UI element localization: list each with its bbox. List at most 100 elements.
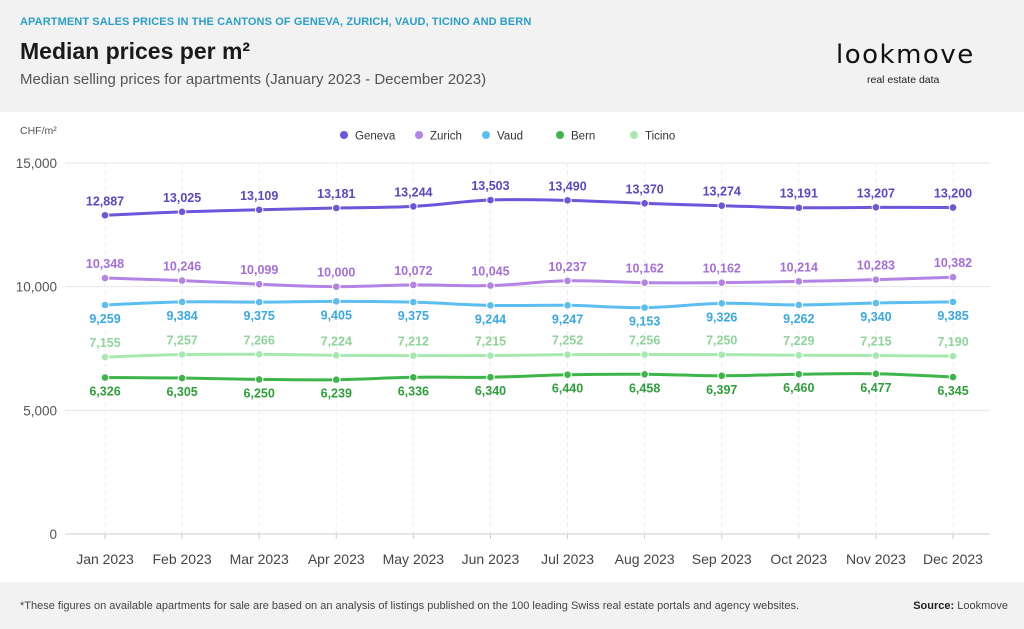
data-label-zurich: 10,382 xyxy=(934,256,972,270)
y-tick-label: 10,000 xyxy=(16,280,57,295)
data-label-ticino: 7,155 xyxy=(89,336,120,350)
data-label-zurich: 10,214 xyxy=(780,260,818,274)
data-point-vaud xyxy=(254,297,264,307)
data-label-zurich: 10,072 xyxy=(394,264,432,278)
legend-marker-geneva xyxy=(340,131,348,139)
data-label-ticino: 7,215 xyxy=(475,335,506,349)
data-label-ticino: 7,252 xyxy=(552,334,583,348)
data-point-bern xyxy=(794,369,804,379)
y-axis-label: CHF/m² xyxy=(20,125,57,137)
data-label-bern: 6,340 xyxy=(475,384,506,398)
series-line-ticino xyxy=(103,352,955,359)
legend-label-ticino: Ticino xyxy=(645,131,675,143)
data-label-vaud: 9,326 xyxy=(706,310,737,324)
data-point-geneva xyxy=(794,203,804,213)
data-point-ticino xyxy=(871,351,881,360)
data-point-zurich xyxy=(409,280,418,290)
data-point-bern xyxy=(948,372,958,382)
x-tick-label: Oct 2023 xyxy=(770,551,827,567)
x-tick-label: Sep 2023 xyxy=(692,551,752,567)
data-point-ticino xyxy=(331,351,341,360)
data-label-zurich: 10,283 xyxy=(857,259,895,273)
data-point-geneva xyxy=(409,202,418,211)
chart-subtitle: Median selling prices for apartments (Ja… xyxy=(20,71,487,88)
data-point-ticino xyxy=(486,351,495,360)
data-label-ticino: 7,257 xyxy=(166,334,197,348)
legend-marker-vaud xyxy=(482,131,490,139)
data-point-vaud xyxy=(794,300,804,310)
data-label-ticino: 7,190 xyxy=(937,335,968,349)
data-label-geneva: 13,244 xyxy=(394,185,432,199)
legend-label-vaud: Vaud xyxy=(497,131,523,143)
y-tick-label: 0 xyxy=(49,527,57,542)
data-point-vaud xyxy=(871,298,881,308)
x-tick-label: Feb 2023 xyxy=(153,551,212,567)
x-tick-label: Apr 2023 xyxy=(308,551,365,567)
data-label-zurich: 10,000 xyxy=(317,266,355,280)
data-label-vaud: 9,340 xyxy=(860,310,891,324)
line-chart: 0 5,000 10,000 15,000 Jan 2023 Feb 2023 Mar 20… xyxy=(16,125,990,567)
data-label-zurich: 10,237 xyxy=(548,260,586,274)
data-label-vaud: 9,244 xyxy=(475,312,506,326)
source-credit: Source: Lookmove xyxy=(913,600,1008,612)
legend-label-geneva: Geneva xyxy=(355,131,396,143)
series-line-geneva xyxy=(103,197,955,217)
data-label-vaud: 9,375 xyxy=(398,309,429,323)
data-point-geneva xyxy=(177,207,187,217)
legend-marker-bern xyxy=(556,131,564,139)
data-point-vaud xyxy=(177,297,187,307)
y-tick-label: 15,000 xyxy=(16,156,57,171)
x-tick-label: May 2023 xyxy=(383,551,445,567)
data-label-bern: 6,345 xyxy=(937,384,968,398)
data-label-geneva: 13,370 xyxy=(626,182,664,196)
data-point-geneva xyxy=(717,201,727,210)
chart-kicker: APARTMENT SALES PRICES IN THE CANTONS OF… xyxy=(20,16,532,28)
data-label-geneva: 13,025 xyxy=(163,191,201,205)
x-tick-label: Jan 2023 xyxy=(76,551,134,567)
data-label-zurich: 10,045 xyxy=(471,265,509,279)
data-point-ticino xyxy=(717,350,727,359)
lookmove-logo: lookmove real estate data xyxy=(836,40,996,88)
x-tick-label: Jun 2023 xyxy=(462,551,520,567)
data-label-zurich: 10,099 xyxy=(240,263,278,277)
data-label-vaud: 9,247 xyxy=(552,312,583,326)
series-line-vaud xyxy=(103,299,955,310)
data-label-bern: 6,250 xyxy=(244,386,275,400)
y-tick-label: 5,000 xyxy=(23,403,57,418)
data-point-ticino xyxy=(640,350,649,359)
data-label-bern: 6,458 xyxy=(629,381,660,395)
data-label-ticino: 7,266 xyxy=(244,333,275,347)
data-label-vaud: 9,262 xyxy=(783,312,814,326)
data-point-zurich xyxy=(717,278,727,287)
data-point-bern xyxy=(717,371,727,381)
data-point-zurich xyxy=(254,279,264,289)
data-point-vaud xyxy=(948,297,958,307)
logo-wordmark: lookmove xyxy=(836,40,975,70)
footer-band: *These figures on available apartments f… xyxy=(0,582,1024,629)
data-point-vaud xyxy=(100,300,110,310)
data-point-geneva xyxy=(563,196,572,205)
data-label-zurich: 10,162 xyxy=(626,262,664,276)
data-point-bern xyxy=(640,369,649,379)
x-tick-label: Nov 2023 xyxy=(846,551,906,567)
series-line-zurich xyxy=(103,275,955,289)
data-point-ticino xyxy=(563,350,572,359)
data-label-ticino: 7,212 xyxy=(398,335,429,349)
data-label-ticino: 7,224 xyxy=(321,334,352,348)
data-label-geneva: 13,200 xyxy=(934,187,972,201)
data-label-geneva: 13,181 xyxy=(317,187,355,201)
data-point-vaud xyxy=(640,303,649,312)
data-point-zurich xyxy=(948,272,958,282)
data-label-vaud: 9,385 xyxy=(937,309,968,323)
data-point-zurich xyxy=(871,275,881,284)
data-point-geneva xyxy=(254,205,264,215)
data-point-vaud xyxy=(717,299,727,308)
data-point-ticino xyxy=(254,349,264,359)
data-label-vaud: 9,259 xyxy=(89,312,120,326)
data-point-geneva xyxy=(331,203,341,213)
data-point-zurich xyxy=(794,277,804,286)
data-point-bern xyxy=(563,370,572,380)
data-label-geneva: 13,191 xyxy=(780,187,818,201)
data-point-ticino xyxy=(409,351,418,360)
data-label-geneva: 13,109 xyxy=(240,189,278,203)
